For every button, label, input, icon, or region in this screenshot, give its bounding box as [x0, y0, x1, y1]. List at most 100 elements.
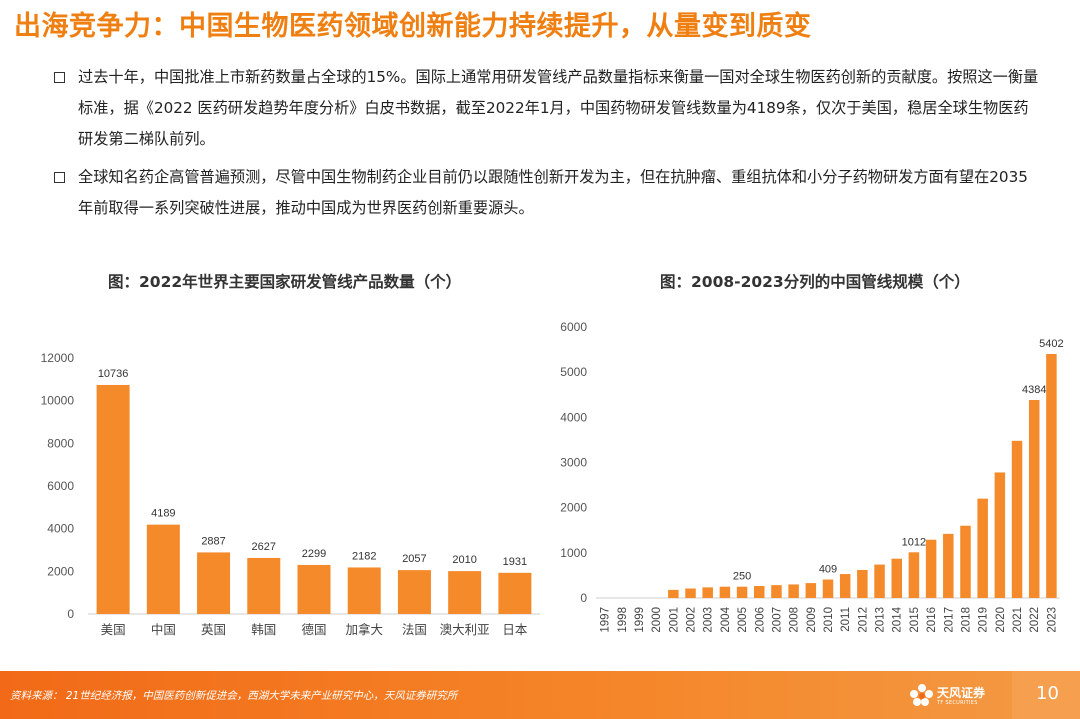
data-label: 1931 [503, 556, 527, 568]
x-tick-label: 2006 [754, 607, 766, 633]
bar [719, 586, 731, 598]
x-tick-label: 2002 [686, 607, 698, 633]
data-label: 5402 [1039, 338, 1063, 350]
bar [702, 587, 713, 598]
bar [1011, 440, 1023, 598]
square-bullet-icon [54, 172, 65, 183]
bar [805, 583, 817, 598]
data-label: 2057 [402, 553, 426, 565]
x-tick-label: 2003 [703, 607, 715, 633]
x-tick-label: 2018 [960, 607, 972, 633]
x-tick-label: 韩国 [251, 622, 276, 637]
bullet-text: 过去十年，中国批准上市新药数量占全球的15%。国际上通常用研发管线产品数量指标来… [78, 68, 1039, 148]
bar [685, 588, 696, 598]
bar [771, 585, 782, 598]
y-tick-label: 4000 [560, 410, 587, 424]
x-tick-label: 美国 [101, 622, 126, 637]
y-tick-label: 10000 [41, 394, 75, 408]
square-bullet-icon [54, 72, 65, 83]
data-label: 4189 [151, 508, 175, 520]
chart-1-title: 图：2022年世界主要国家研发管线产品数量（个） [108, 273, 462, 291]
y-tick-label: 4000 [47, 522, 74, 536]
bar [754, 586, 765, 598]
data-label: 409 [819, 564, 837, 576]
bar [448, 571, 482, 614]
x-tick-label: 2009 [806, 607, 818, 633]
bar [925, 539, 937, 598]
x-tick-label: 法国 [402, 622, 427, 637]
bar [96, 384, 130, 614]
slide-title: 出海竞争力：中国生物医药领域创新能力持续提升，从量变到质变 [14, 11, 812, 42]
x-tick-label: 2020 [995, 607, 1007, 633]
x-tick-label: 1999 [634, 607, 646, 633]
bullet-item: 全球知名药企高管普遍预测，尽管中国生物制药企业目前仍以跟随性创新开发为主，但在抗… [50, 162, 1040, 224]
bar [1046, 354, 1057, 598]
x-tick-label: 2023 [1046, 607, 1058, 633]
x-tick-label: 日本 [502, 622, 528, 637]
tf-securities-logo: 天风证券 TF SECURITIES [910, 681, 985, 711]
bar [247, 557, 281, 614]
bar [857, 569, 868, 598]
x-tick-label: 澳大利亚 [440, 622, 490, 637]
bar [977, 498, 988, 598]
x-tick-label: 加拿大 [345, 622, 383, 637]
y-tick-label: 2000 [47, 564, 74, 578]
bullet-text: 全球知名药企高管普遍预测，尽管中国生物制药企业目前仍以跟随性创新开发为主，但在抗… [78, 168, 1028, 217]
x-tick-label: 1997 [600, 607, 612, 633]
x-tick-label: 2007 [771, 607, 783, 633]
y-tick-label: 0 [67, 607, 74, 621]
bar [197, 552, 231, 614]
bar [668, 589, 679, 598]
x-tick-label: 2016 [926, 607, 938, 633]
page-number: 10 [1036, 683, 1059, 704]
bar [839, 574, 851, 598]
bar [908, 552, 920, 598]
bar [788, 584, 799, 598]
bar [994, 472, 1006, 598]
bullet-list: 过去十年，中国批准上市新药数量占全球的15%。国际上通常用研发管线产品数量指标来… [50, 62, 1040, 231]
bar [397, 570, 431, 614]
data-label: 2627 [252, 541, 276, 553]
data-label: 4384 [1022, 384, 1046, 396]
x-tick-label: 2015 [909, 607, 921, 633]
bar [498, 572, 532, 614]
bar [297, 564, 331, 614]
logo-subtext: TF SECURITIES [937, 700, 978, 706]
y-tick-label: 1000 [560, 546, 587, 560]
china-pipeline-chart: 0 1000 2000 3000 4000 5000 6000 1997 1998 1999 200… [560, 320, 1063, 633]
y-tick-label: 6000 [47, 479, 74, 493]
y-tick-label: 12000 [41, 351, 75, 365]
bar [1028, 399, 1040, 598]
data-label: 2010 [452, 554, 476, 566]
y-tick-label: 2000 [560, 501, 587, 515]
flower-logo-icon [910, 684, 933, 706]
x-tick-label: 2021 [1012, 607, 1024, 633]
data-label: 2182 [352, 550, 376, 562]
x-tick-label: 2013 [875, 607, 887, 633]
bar [146, 524, 180, 614]
x-tick-label: 2014 [892, 606, 904, 632]
countries-pipeline-chart: 0 2000 4000 6000 8000 10000 12000 10736 美国 4189 中国… [41, 351, 540, 637]
x-tick-label: 2000 [651, 607, 663, 633]
y-tick-label: 6000 [560, 320, 587, 334]
bar [960, 525, 971, 598]
source-note: 资料来源： 21世纪经济报，中国医药创新促进会，西湖大学未来产业研究中心，天风证… [10, 690, 458, 702]
logo-text: 天风证券 [937, 686, 986, 700]
bullet-item: 过去十年，中国批准上市新药数量占全球的15%。国际上通常用研发管线产品数量指标来… [50, 62, 1040, 155]
data-label: 1012 [902, 536, 926, 548]
x-tick-label: 中国 [151, 622, 176, 637]
x-tick-label: 英国 [201, 622, 226, 637]
y-tick-label: 0 [580, 591, 587, 605]
x-tick-label: 2005 [737, 607, 749, 633]
bar [736, 586, 748, 598]
x-tick-label: 2011 [840, 607, 852, 632]
data-label: 2887 [201, 535, 225, 547]
bar [891, 558, 902, 598]
x-tick-label: 2019 [978, 607, 990, 633]
bar [943, 533, 954, 598]
data-label: 250 [733, 571, 751, 583]
x-tick-label: 2017 [943, 607, 955, 633]
x-tick-label: 2012 [857, 607, 869, 633]
bar [874, 564, 885, 598]
data-label: 2299 [302, 548, 326, 560]
